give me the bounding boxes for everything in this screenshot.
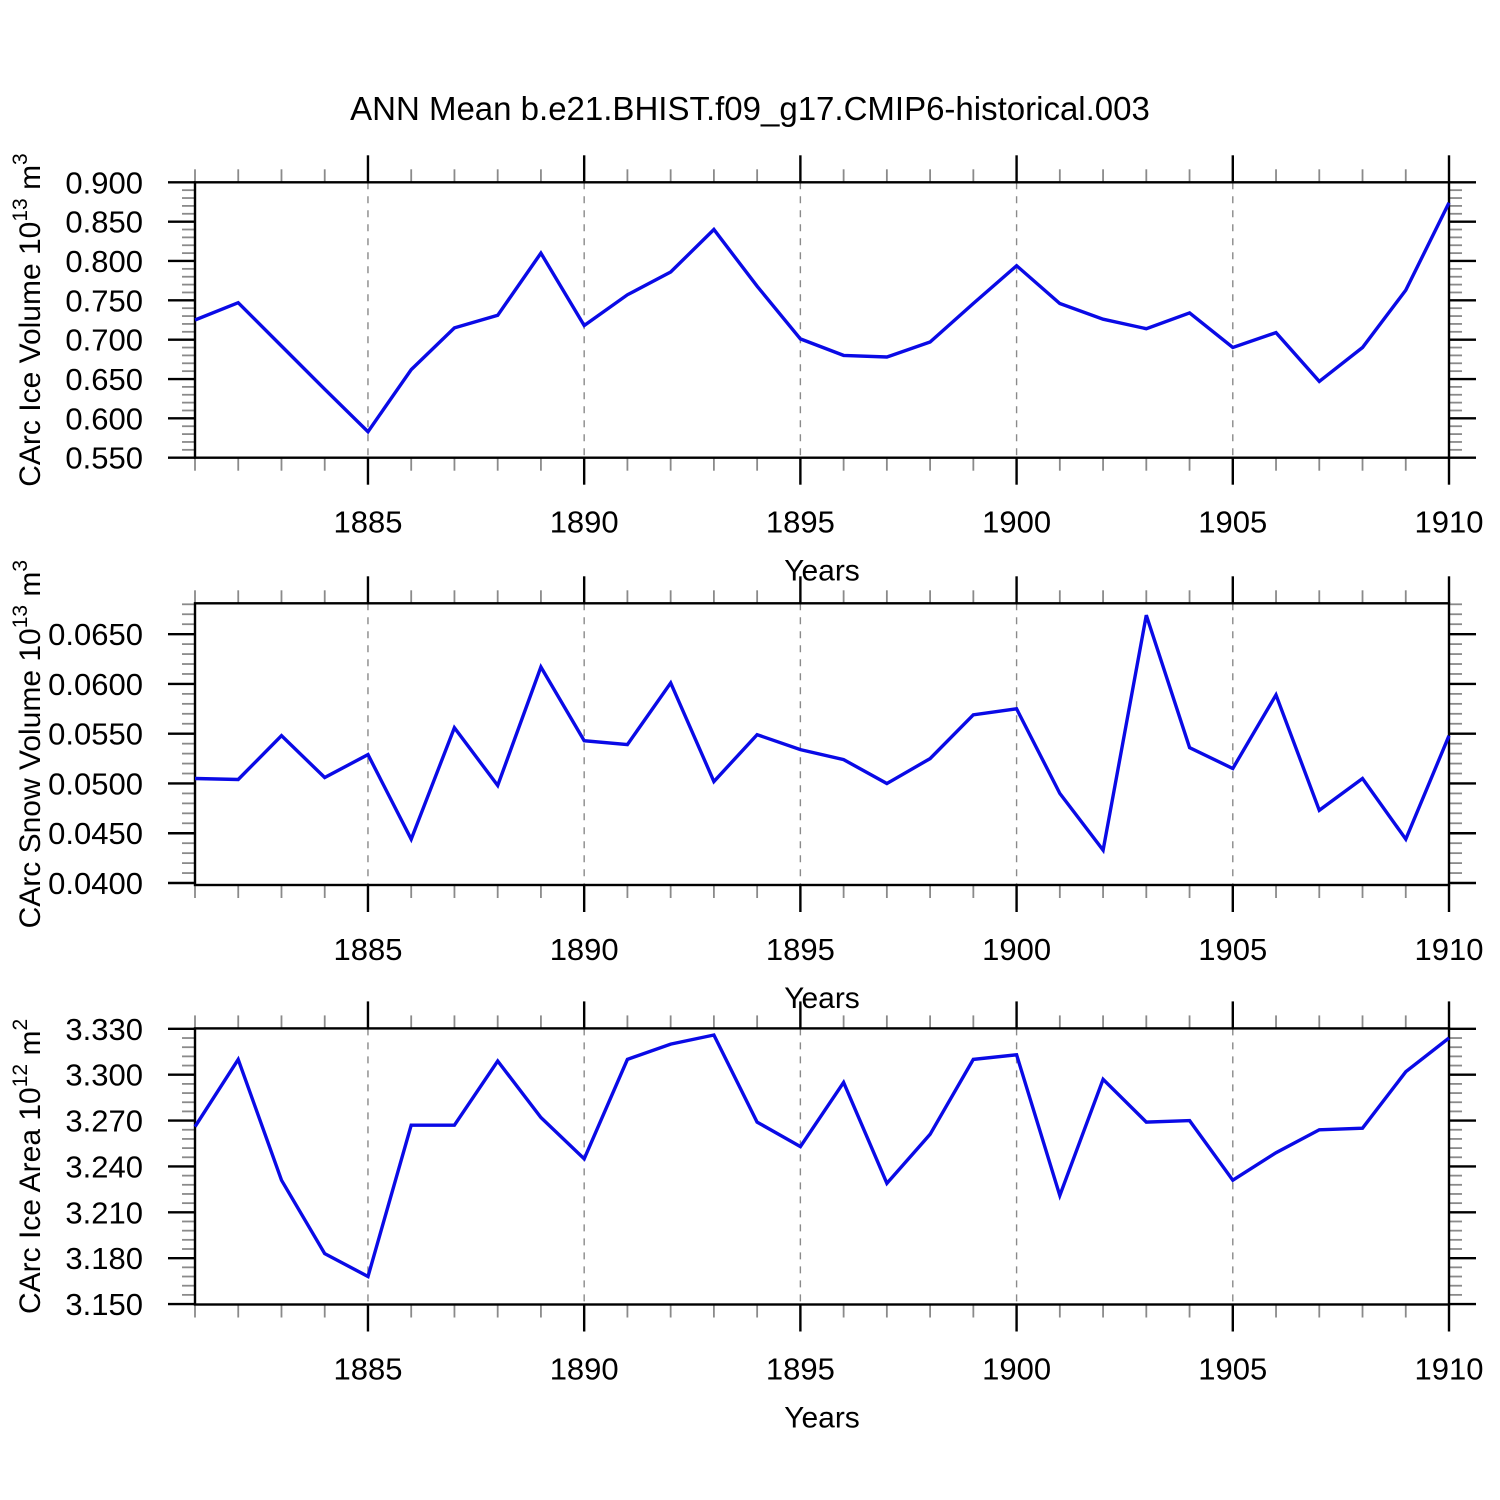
- x-tick-label: 1885: [333, 505, 402, 540]
- x-tick-label: 1890: [550, 1352, 619, 1387]
- x-tick-label: 1885: [333, 1352, 402, 1387]
- x-tick-label: 1890: [550, 932, 619, 967]
- y-tick-label: 0.700: [65, 323, 143, 358]
- x-tick-label: 1910: [1415, 932, 1484, 967]
- x-tick-label: 1905: [1198, 932, 1267, 967]
- panel-snow-volume: 0.0400 0.0450 0.0500 0.0550 0.0600 0.0650 1885…: [9, 560, 1483, 1015]
- y-tick-label: 0.550: [65, 441, 143, 476]
- x-axis-title: Years: [784, 555, 860, 588]
- y-tick-label: 3.210: [65, 1195, 143, 1230]
- y-tick-label: 0.0500: [48, 766, 143, 801]
- y-tick-label: 0.750: [65, 283, 143, 318]
- x-axis-title: Years: [784, 982, 860, 1015]
- x-tick-label: 1895: [766, 505, 835, 540]
- y-tick-label: 0.650: [65, 362, 143, 397]
- x-tick-label: 1910: [1415, 1352, 1484, 1387]
- x-tick-label: 1895: [766, 932, 835, 967]
- x-tick-label: 1900: [982, 1352, 1051, 1387]
- x-tick-label: 1890: [550, 505, 619, 540]
- x-tick-label: 1910: [1415, 505, 1484, 540]
- plot-frame: [193, 181, 1451, 459]
- y-tick-label: 3.300: [65, 1058, 143, 1093]
- y-tick-label: 0.800: [65, 244, 143, 279]
- snow-volume-curve: [194, 614, 1451, 855]
- y-axis-title: CArc Snow Volume 1013 m3: [9, 560, 47, 929]
- plot-frame: [193, 602, 1451, 887]
- x-tick-label: 1900: [982, 932, 1051, 967]
- y-tick-label: 0.0550: [48, 717, 143, 752]
- y-tick-label: 0.850: [65, 205, 143, 240]
- x-axis-title: Years: [784, 1402, 860, 1435]
- panel-ice-area: 3.150 3.180 3.210 3.240 3.270 3.300 3.330 1885 1…: [9, 1001, 1484, 1435]
- x-tick-label: 1885: [333, 932, 402, 967]
- ice-area-curve: [193, 1033, 1451, 1279]
- x-tick-label: 1900: [982, 505, 1051, 540]
- y-tick-label: 3.330: [65, 1012, 143, 1047]
- panel-ice-volume: 0.550 0.600 0.650 0.700 0.750 0.800 0.850 0.900…: [9, 153, 1483, 587]
- y-tick-label: 3.270: [65, 1104, 143, 1139]
- y-tick-label: 3.150: [65, 1287, 143, 1322]
- y-tick-label: 0.900: [65, 165, 143, 200]
- y-tick-label: 0.0600: [48, 667, 143, 702]
- figure-title: ANN Mean b.e21.BHIST.f09_g17.CMIP6-histo…: [350, 90, 1150, 127]
- y-axis-title: CArc Ice Area 1012 m2: [9, 1019, 47, 1314]
- y-tick-label: 0.0650: [48, 617, 143, 652]
- y-tick-label: 0.0400: [48, 866, 143, 901]
- y-tick-label: 3.180: [65, 1241, 143, 1276]
- x-tick-label: 1895: [766, 1352, 835, 1387]
- x-tick-label: 1905: [1198, 1352, 1267, 1387]
- plot-frame: [193, 1027, 1451, 1306]
- y-tick-label: 3.240: [65, 1149, 143, 1184]
- ice-volume-curve: [194, 202, 1451, 435]
- x-tick-label: 1905: [1198, 505, 1267, 540]
- y-tick-label: 0.0450: [48, 816, 143, 851]
- y-axis-title: CArc Ice Volume 1013 m3: [9, 153, 47, 487]
- y-tick-label: 0.600: [65, 401, 143, 436]
